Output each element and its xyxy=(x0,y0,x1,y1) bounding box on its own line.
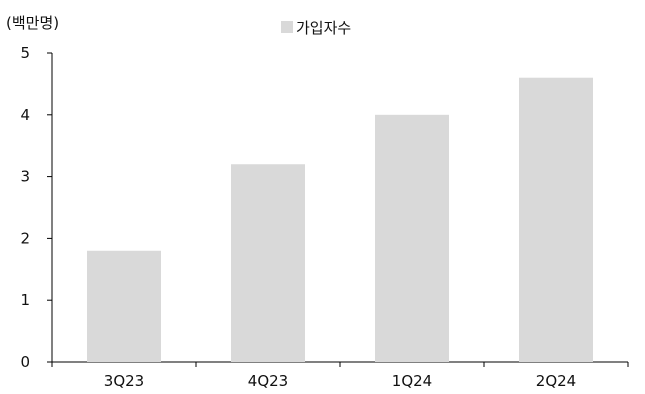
x-tick-label: 4Q23 xyxy=(248,372,288,390)
y-tick-label: 5 xyxy=(20,44,30,62)
bars xyxy=(87,77,593,362)
x-axis: 3Q23 4Q23 1Q24 2Q24 xyxy=(51,361,629,390)
bar xyxy=(231,164,305,362)
y-axis: 0 1 2 3 4 5 xyxy=(20,44,53,371)
legend: 가입자수 xyxy=(281,19,351,37)
legend-swatch xyxy=(281,21,293,33)
bar xyxy=(87,250,161,362)
x-tick-label: 2Q24 xyxy=(536,372,576,390)
y-tick-label: 2 xyxy=(20,229,30,247)
y-axis-unit-label: (백만명) xyxy=(6,14,59,32)
x-tick-label: 3Q23 xyxy=(104,372,144,390)
x-tick-label: 1Q24 xyxy=(392,372,432,390)
y-tick-label: 0 xyxy=(20,353,30,371)
y-tick-label: 4 xyxy=(20,106,30,124)
y-tick-label: 1 xyxy=(20,291,30,309)
legend-label: 가입자수 xyxy=(296,19,351,37)
bar xyxy=(519,77,593,362)
bar xyxy=(375,114,449,362)
y-tick-label: 3 xyxy=(20,168,30,186)
